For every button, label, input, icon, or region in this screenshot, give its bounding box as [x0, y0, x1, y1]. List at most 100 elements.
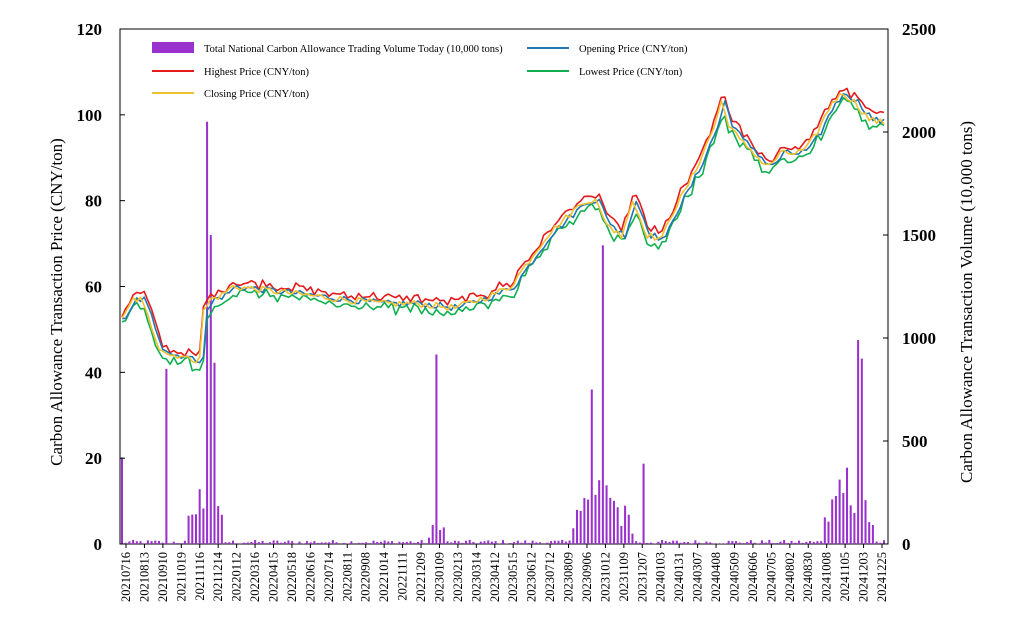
volume-bar — [309, 542, 312, 544]
volume-bar — [202, 508, 205, 544]
volume-bar — [413, 542, 416, 544]
volume-bar — [483, 541, 486, 544]
volume-bar — [317, 542, 320, 544]
y-axis-left-title: Carbon Allowance Transaction Price (CNY/… — [47, 138, 66, 466]
x-tick-label: 20240509 — [727, 552, 741, 602]
x-tick-label: 20231207 — [635, 552, 649, 602]
x-tick-label: 20240606 — [746, 552, 760, 602]
x-tick-label: 20230906 — [580, 552, 594, 602]
volume-bar — [239, 543, 242, 544]
volume-bar — [590, 389, 593, 544]
volume-bar — [424, 543, 427, 544]
volume-bar — [831, 499, 834, 544]
volume-bar — [402, 542, 405, 544]
volume-bar — [361, 542, 364, 544]
volume-bar — [217, 506, 220, 544]
volume-bar — [746, 542, 749, 544]
volume-bar — [649, 542, 652, 544]
volume-bar — [683, 542, 686, 544]
x-tick-label: 20240131 — [672, 552, 686, 602]
closing-price-line — [121, 93, 885, 364]
volume-bar — [231, 540, 234, 544]
volume-bar — [753, 542, 756, 544]
volume-bar — [157, 540, 161, 544]
volume-bar — [468, 539, 471, 544]
x-tick-label: 20221111 — [396, 552, 410, 601]
volume-bar — [254, 539, 257, 544]
volume-bar — [742, 543, 745, 544]
x-tick-label: 20241105 — [838, 552, 852, 602]
volume-bar — [442, 527, 445, 544]
volume-bar — [435, 354, 438, 544]
x-tick-label: 20240103 — [654, 552, 668, 602]
volume-bar — [664, 541, 667, 544]
volume-bar — [598, 480, 601, 544]
x-tick-label: 20230213 — [451, 552, 465, 602]
volume-bar — [172, 541, 175, 544]
volume-bar — [838, 479, 841, 544]
volume-bar — [638, 542, 641, 544]
volume-bar — [875, 541, 878, 544]
volume-bar — [132, 539, 135, 544]
volume-bar — [642, 463, 645, 544]
legend-label: Opening Price (CNY/ton) — [579, 44, 688, 55]
volume-bar — [672, 540, 675, 544]
volume-bar — [775, 542, 778, 544]
volume-bar — [501, 540, 505, 544]
volume-bar — [579, 510, 582, 544]
volume-bar — [583, 497, 586, 544]
volume-bar — [764, 542, 767, 544]
volume-bar — [305, 541, 308, 544]
x-tick-label: 20230109 — [432, 552, 446, 602]
volume-bar — [853, 513, 856, 544]
volume-bar — [546, 542, 549, 544]
volume-bar — [387, 541, 390, 544]
volume-bar — [727, 540, 730, 544]
volume-bar — [357, 542, 360, 544]
x-tick-label: 20240830 — [801, 552, 815, 602]
x-tick-label: 20240802 — [783, 552, 797, 602]
volume-bar — [816, 541, 819, 544]
volume-bar — [527, 543, 530, 544]
volume-bar — [694, 540, 697, 544]
y-axis-right-title: Carbon Allowance Transaction Volume (10,… — [957, 121, 976, 483]
volume-bar — [557, 540, 560, 544]
y-right-tick-label: 500 — [902, 432, 928, 451]
volume-bar — [365, 542, 368, 544]
volume-bar — [675, 540, 678, 544]
volume-bar — [735, 541, 738, 544]
volume-bar — [479, 541, 482, 544]
volume-bar — [328, 542, 331, 544]
legend-swatch-volume — [152, 42, 194, 53]
x-tick-label: 20220811 — [340, 552, 354, 602]
volume-bar — [439, 530, 442, 544]
legend-label: Closing Price (CNY/ton) — [204, 89, 309, 100]
volume-bar — [143, 543, 146, 544]
volume-bar — [224, 542, 227, 544]
volume-bar — [568, 540, 571, 544]
volume-bar — [194, 514, 198, 544]
volume-bar — [291, 541, 294, 544]
volume-bar — [516, 540, 519, 544]
volume-bar — [265, 543, 268, 544]
volume-bar — [723, 543, 726, 544]
volume-bar — [161, 542, 164, 544]
volume-bar — [128, 541, 131, 544]
volume-bar — [398, 541, 401, 544]
y-right-tick-label: 2500 — [902, 20, 936, 39]
volume-bar — [261, 540, 264, 544]
y-left-tick-label: 60 — [85, 278, 102, 297]
x-tick-label: 20220415 — [267, 552, 281, 602]
volume-bar — [180, 543, 183, 544]
y-left-tick-label: 20 — [85, 449, 102, 468]
volume-bar — [668, 541, 671, 544]
volume-bar — [391, 541, 394, 544]
volume-bar — [768, 539, 771, 544]
volume-bar — [587, 499, 590, 544]
volume-bar — [760, 540, 763, 544]
x-tick-label: 20241008 — [820, 552, 834, 602]
volume-bar — [243, 542, 246, 544]
volume-bar — [524, 540, 527, 544]
volume-bar — [860, 358, 863, 544]
y-left-tick-label: 80 — [85, 192, 102, 211]
